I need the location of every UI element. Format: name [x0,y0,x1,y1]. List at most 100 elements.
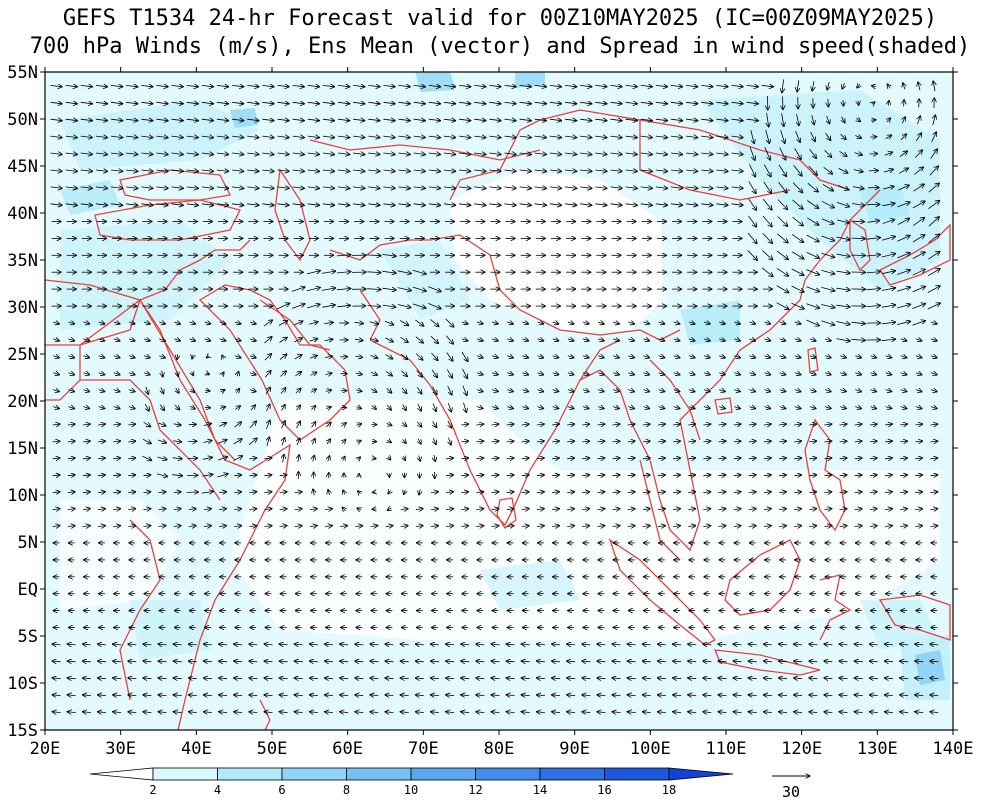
wind-vector [779,147,786,161]
wind-vector [336,288,351,289]
wind-vector [916,133,921,142]
wind-vector [549,85,562,86]
wind-vector [383,136,395,138]
wind-vector [866,255,881,256]
wind-vector [808,165,818,175]
wind-vector [353,187,365,189]
wind-vector [337,305,350,307]
wind-vector [322,102,335,104]
wind-vector [292,136,305,138]
wind-vector [141,187,153,189]
lon-label: 60E [332,739,363,759]
wind-vector [126,187,138,189]
wind-vector [156,187,168,189]
wind-vector [534,153,547,155]
wind-vector [701,102,713,104]
wind-vector [580,85,592,86]
wind-vector [610,187,622,189]
wind-vector [564,204,577,206]
wind-vector [701,170,713,171]
wind-vector [201,85,214,86]
wind-vector [919,99,920,108]
wind-vector [839,150,848,156]
wind-vector [397,271,412,274]
reference-vector-label: 30 [782,783,800,800]
wind-vector [610,204,622,206]
wind-vector [884,152,893,155]
wind-vector [156,204,168,206]
wind-vector [186,136,199,138]
wind-vector [337,153,350,155]
wind-vector [428,119,441,121]
wind-vector [201,187,214,189]
wind-vector [262,136,274,138]
wind-vector [731,85,744,86]
wind-vector [519,85,532,86]
wind-vector [883,169,894,172]
wind-vector [156,85,168,86]
wind-vector [50,170,63,171]
wind-vector [625,153,638,155]
wind-vector [156,136,168,138]
colorbar-segment [539,767,605,781]
wind-vector [912,269,926,276]
wind-vector [534,170,547,171]
wind-vector [580,187,592,189]
wind-vector [580,102,592,104]
wind-vector [534,204,547,206]
wind-vector [670,102,683,104]
wind-vector [322,204,335,206]
wind-vector [171,102,184,104]
wind-vector [897,218,910,225]
map-title-line-2: 700 hPa Winds (m/s), Ens Mean (vector) a… [29,34,971,59]
wind-vector [595,136,607,138]
wind-vector [291,304,305,309]
wind-vector [186,85,199,86]
wind-vector [821,252,835,257]
wind-vector [534,102,547,104]
wind-vector [201,153,214,155]
wind-vector [842,116,845,123]
wind-vector [216,204,229,206]
wind-vector [397,288,412,291]
wind-vector [262,153,274,155]
wind-vector [413,85,426,86]
wind-vector [843,99,844,106]
wind-vector [885,135,892,139]
wind-vector [655,153,668,155]
wind-vector [852,221,864,222]
wind-vector [398,170,411,171]
lat-label: 45N [7,157,38,177]
wind-vector [141,119,153,121]
wind-vector [580,153,592,155]
wind-vector [459,153,471,155]
wind-vector [881,254,896,258]
sulawesi [819,574,852,641]
reference-vector: 30 [772,776,810,800]
wind-vector [851,238,866,239]
wind-vector [474,153,486,155]
wind-vector [595,153,607,155]
wind-vector [171,187,184,189]
wind-vector [232,119,244,121]
wind-vector [854,153,863,155]
wind-vector [95,102,108,104]
wind-vector [292,187,305,189]
wind-vector [353,119,365,121]
wind-vector [232,204,244,206]
wind-vector [141,85,153,86]
wind-vector [277,136,290,138]
wind-vector [655,187,668,189]
wind-vector [809,148,817,158]
colorbar-segment [217,767,283,781]
wind-vector [110,187,123,189]
wind-vector [141,102,153,104]
wind-vector [232,102,244,104]
wind-vector [95,153,108,155]
wind-vector [686,119,698,121]
wind-vector [307,170,320,171]
wind-vector [307,204,320,206]
wind-vector [731,170,744,171]
wind-vector [701,119,713,121]
wind-vector [80,119,93,121]
